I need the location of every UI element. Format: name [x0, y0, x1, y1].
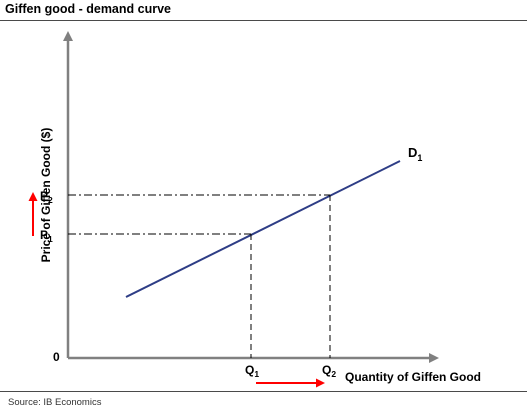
p1-label: P1 — [40, 228, 53, 244]
demand-curve-label: D1 — [408, 145, 422, 163]
x-axis-label: Quantity of Giffen Good — [345, 370, 481, 384]
top-divider — [0, 20, 527, 21]
origin-label: 0 — [53, 350, 60, 364]
y-axis-label: Price of Giffen Good ($) — [39, 128, 53, 263]
q2-label: Q2 — [322, 363, 336, 379]
bottom-divider — [0, 391, 527, 392]
p2-label: P2 — [40, 189, 53, 205]
demand-curve — [125, 160, 401, 298]
q1-label: Q1 — [245, 363, 259, 379]
page-title: Giffen good - demand curve — [5, 2, 171, 16]
source-note: Source: IB Economics — [8, 397, 102, 408]
